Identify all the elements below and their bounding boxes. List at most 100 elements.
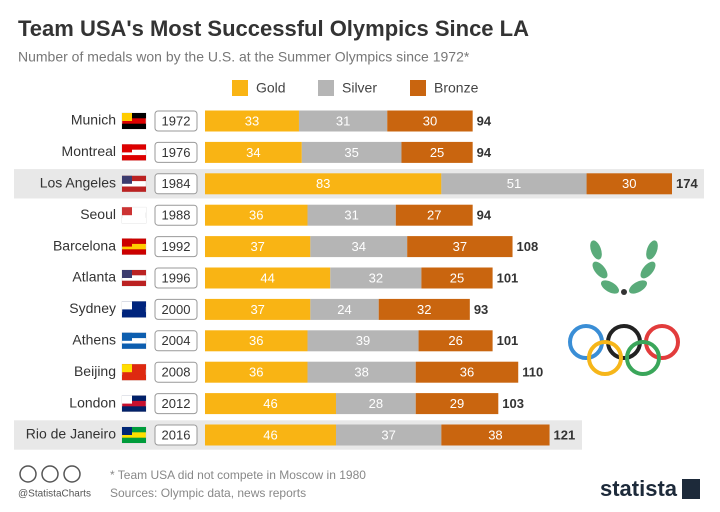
value-label: 30 [622, 176, 636, 191]
total-label: 94 [477, 113, 492, 128]
bar-segment [205, 330, 308, 352]
bar-segment [441, 173, 587, 195]
value-label: 83 [316, 176, 330, 191]
year-box [154, 393, 198, 415]
flag [122, 123, 146, 129]
chart-subtitle: Number of medals won by the U.S. at the … [18, 49, 470, 65]
bar-segment [378, 298, 470, 320]
year-box [154, 173, 198, 195]
flag [122, 249, 146, 255]
value-label: 36 [460, 365, 474, 380]
flag [122, 186, 146, 192]
bar-segment [298, 110, 388, 132]
flag [122, 364, 132, 373]
year-label: 1992 [162, 239, 191, 254]
bar-segment [205, 204, 308, 226]
year-box [154, 330, 198, 352]
bar-segment [205, 110, 299, 132]
value-label: 36 [249, 365, 263, 380]
value-label: 37 [250, 302, 264, 317]
flag [122, 427, 132, 435]
bar-segment [307, 330, 419, 352]
source: Sources: Olympic data, news reports [110, 486, 306, 500]
flag [122, 238, 146, 244]
total-label: 101 [497, 270, 519, 285]
flag [122, 207, 146, 213]
bar-segment [335, 393, 416, 415]
value-label: 37 [453, 239, 467, 254]
value-label: 51 [507, 176, 521, 191]
year-box [154, 361, 198, 383]
value-label: 46 [263, 427, 277, 442]
flag [122, 238, 132, 247]
bar-segment [335, 424, 442, 446]
total-label: 94 [477, 208, 492, 223]
value-label: 34 [246, 145, 260, 160]
category-label: Munich [71, 112, 116, 128]
bar-segment [415, 393, 499, 415]
bar-segment [205, 141, 302, 163]
value-label: 39 [356, 333, 370, 348]
flag [122, 343, 146, 349]
category-label: Atlanta [72, 269, 116, 285]
value-label: 34 [352, 239, 366, 254]
year-box [154, 204, 198, 226]
flag [122, 395, 146, 401]
flag [122, 395, 132, 404]
cc-icons [19, 465, 81, 483]
value-label: 25 [450, 270, 464, 285]
brand: statista [600, 476, 678, 501]
value-label: 38 [354, 365, 368, 380]
flag [122, 207, 132, 216]
value-label: 31 [336, 113, 350, 128]
bar-segment [441, 424, 550, 446]
flag [122, 144, 132, 153]
value-label: 27 [427, 208, 441, 223]
value-label: 24 [337, 302, 351, 317]
flag [122, 175, 132, 184]
year-label: 1996 [162, 270, 191, 285]
year-box [154, 110, 198, 132]
year-box [154, 424, 198, 446]
year-label: 2000 [162, 302, 191, 317]
bar-segment [205, 267, 331, 289]
flag [122, 270, 146, 276]
flag [122, 406, 146, 412]
value-label: 37 [250, 239, 264, 254]
year-label: 2012 [162, 396, 191, 411]
year-label: 2008 [162, 365, 191, 380]
bar-segment [586, 173, 672, 195]
bar-segment [330, 267, 422, 289]
legend-swatch [410, 80, 426, 96]
bar-segment [395, 204, 473, 226]
flag [122, 437, 146, 443]
bar-segment [307, 361, 416, 383]
year-box [154, 298, 198, 320]
year-label: 1976 [162, 145, 191, 160]
value-label: 29 [450, 396, 464, 411]
total-label: 103 [502, 396, 524, 411]
year-box [154, 141, 198, 163]
category-label: Beijing [74, 363, 116, 379]
total-label: 94 [477, 145, 492, 160]
total-label: 110 [522, 365, 543, 380]
flag [122, 427, 146, 433]
year-label: 2016 [162, 427, 191, 442]
flag [122, 301, 132, 310]
year-box [154, 267, 198, 289]
value-label: 37 [381, 427, 395, 442]
category-label: Barcelona [53, 237, 116, 253]
flag [122, 280, 146, 286]
bar-segment [401, 141, 473, 163]
flag [122, 270, 132, 278]
category-label: Rio de Janeiro [26, 426, 116, 442]
flag [122, 312, 146, 318]
bar-segment [407, 236, 513, 258]
year-label: 1988 [162, 208, 191, 223]
flag [122, 364, 146, 370]
value-label: 38 [488, 427, 502, 442]
bar-segment [205, 298, 311, 320]
category-label: London [69, 394, 116, 410]
bar-segment [415, 361, 519, 383]
